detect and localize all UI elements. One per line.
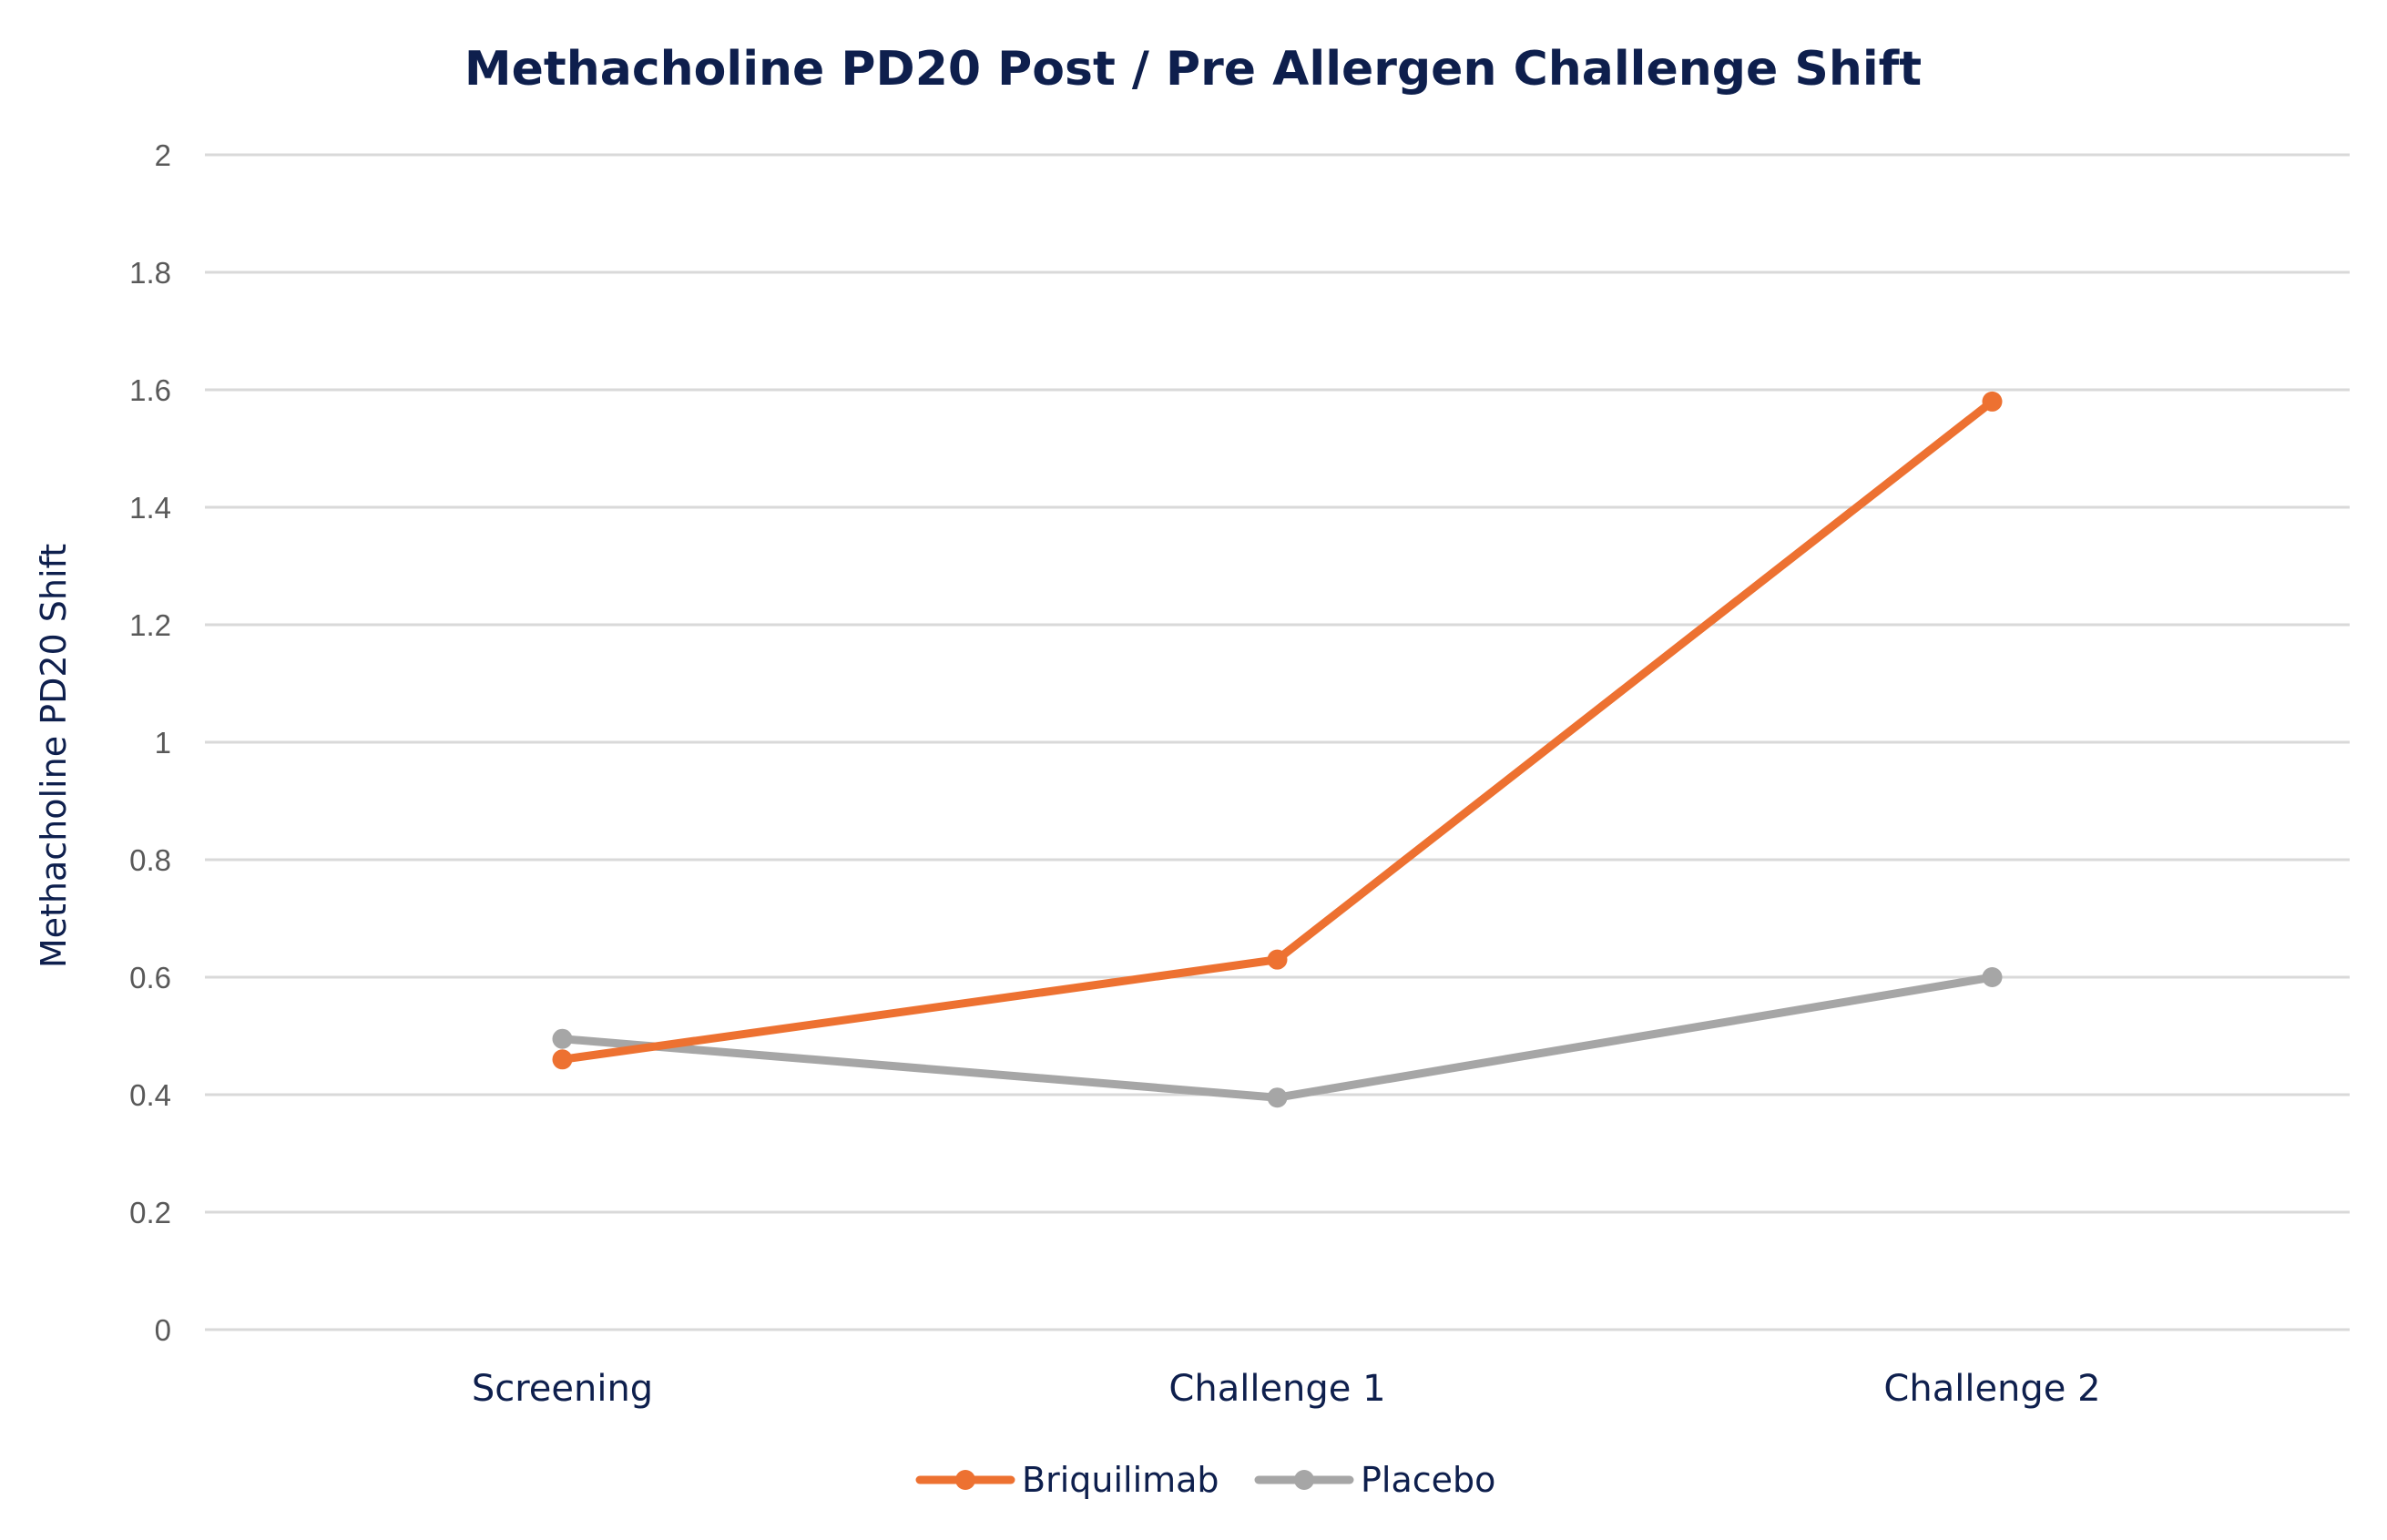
y-axis-label: Methacholine PD20 Shift [34,544,74,968]
legend: Briquilimab Placebo [915,1460,1495,1500]
data-point [552,1049,573,1070]
data-point [1267,1087,1288,1108]
chart-title: Methacholine PD20 Post / Pre Allergen Ch… [464,42,1922,97]
legend-item-placebo[interactable]: Placebo [1254,1460,1495,1500]
legend-item-briquilimab[interactable]: Briquilimab [915,1460,1219,1500]
legend-label: Briquilimab [1022,1460,1219,1500]
y-tick-label: 1 [155,726,171,760]
y-tick-label: 0.8 [129,843,171,877]
legend-swatch-marker [1294,1470,1314,1490]
x-tick-label: Challenge 1 [1168,1368,1385,1410]
y-tick-label: 1.4 [129,491,171,525]
y-tick-label: 1.2 [129,608,171,642]
grid-lines [205,153,2350,1331]
y-tick-label: 0.4 [129,1078,171,1112]
data-point [1982,967,2003,987]
y-tick-label: 1.6 [129,373,171,407]
x-tick-labels: Screening Challenge 1 Challenge 2 [472,1368,2101,1410]
x-tick-label: Challenge 2 [1883,1368,2100,1410]
data-point [1982,391,2003,412]
y-tick-label: 0.2 [129,1196,171,1229]
series-placebo [552,967,2003,1108]
y-tick-label: 0 [155,1313,171,1347]
y-tick-label: 0.6 [129,961,171,994]
legend-swatch-marker [955,1470,975,1490]
x-tick-label: Screening [472,1368,653,1410]
y-tick-label: 1.8 [129,256,171,290]
legend-label: Placebo [1361,1460,1495,1500]
y-tick-labels: 0 0.2 0.4 0.6 0.8 1 1.2 1.4 1.6 1.8 2 [129,138,171,1347]
y-tick-label: 2 [155,138,171,172]
data-point [552,1028,573,1049]
series-lines [552,391,2003,1108]
series-briquilimab [552,391,2003,1070]
data-point [1267,949,1288,970]
series-line [558,973,1996,1102]
